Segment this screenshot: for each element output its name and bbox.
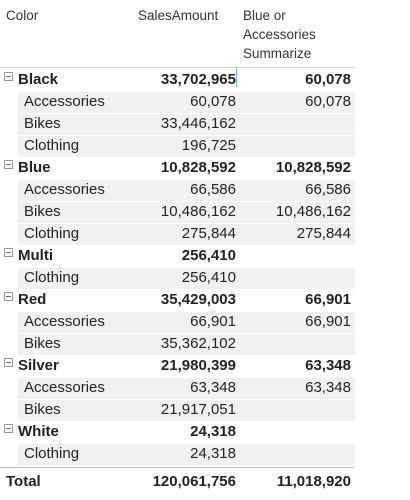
collapse-toggle[interactable]	[4, 248, 13, 257]
value-cell: 66,901	[305, 313, 351, 330]
row-background	[18, 400, 355, 421]
row-background	[18, 202, 355, 223]
row-label: Accessories	[24, 181, 105, 198]
collapse-toggle[interactable]	[4, 292, 13, 301]
column-header[interactable]: SalesAmount	[138, 8, 219, 23]
value-cell: 66,901	[305, 291, 351, 308]
value-cell: 60,078	[305, 93, 351, 110]
value-cell: 33,446,162	[160, 115, 236, 132]
value-cell: 63,348	[305, 357, 351, 374]
group-label: Black	[18, 71, 59, 88]
collapse-toggle[interactable]	[4, 358, 13, 367]
row-label: Accessories	[24, 93, 105, 110]
value-cell: 256,410	[181, 269, 236, 286]
value-cell: 10,486,162	[275, 203, 351, 220]
value-cell: 24,318	[190, 423, 236, 440]
collapse-toggle[interactable]	[4, 72, 13, 81]
row-background	[18, 224, 355, 245]
value-cell: 24,318	[190, 445, 236, 462]
value-cell: 60,078	[305, 71, 351, 88]
row-background	[18, 334, 355, 355]
value-cell: 21,980,399	[160, 357, 236, 374]
value-cell: 120,061,756	[152, 473, 236, 490]
row-label: Bikes	[24, 401, 61, 418]
row-label: Clothing	[24, 225, 80, 242]
value-cell: 10,828,592	[160, 159, 236, 176]
row-background	[18, 180, 355, 201]
row-background	[18, 114, 355, 135]
value-cell: 11,018,920	[276, 473, 351, 490]
collapse-toggle[interactable]	[4, 160, 13, 169]
group-label: Multi	[18, 247, 53, 264]
row-label: Bikes	[24, 115, 61, 132]
row-label: Clothing	[24, 269, 80, 286]
row-background	[18, 92, 355, 113]
row-background	[18, 268, 355, 289]
group-label: Blue	[18, 159, 51, 176]
value-cell: 256,410	[181, 247, 236, 264]
value-cell: 66,586	[190, 181, 236, 198]
value-cell: 66,901	[190, 313, 236, 330]
value-cell: 35,362,102	[160, 335, 236, 352]
row-label: Accessories	[24, 313, 105, 330]
value-cell: 66,586	[305, 181, 351, 198]
collapse-toggle[interactable]	[4, 424, 13, 433]
value-cell: 33,702,965	[160, 71, 236, 88]
row-label: Bikes	[24, 335, 61, 352]
column-divider	[236, 67, 237, 87]
group-label: White	[18, 423, 59, 440]
value-cell: 60,078	[190, 93, 236, 110]
column-header[interactable]: Blue or Accessories Summarize	[243, 8, 316, 61]
value-cell: 35,429,003	[160, 291, 236, 308]
total-label: Total	[6, 473, 41, 490]
total-rule	[0, 467, 355, 468]
value-cell: 63,348	[190, 379, 236, 396]
value-cell: 275,844	[181, 225, 236, 242]
row-background	[18, 378, 355, 399]
row-background	[18, 312, 355, 333]
row-label: Accessories	[24, 379, 105, 396]
row-label: Clothing	[24, 445, 80, 462]
value-cell: 63,348	[305, 379, 351, 396]
value-cell: 10,486,162	[160, 203, 236, 220]
group-label: Silver	[18, 357, 59, 374]
value-cell: 196,725	[181, 137, 236, 154]
value-cell: 10,828,592	[275, 159, 351, 176]
group-label: Red	[18, 291, 47, 308]
value-cell: 21,917,051	[160, 401, 236, 418]
column-header[interactable]: Color	[6, 8, 39, 23]
row-label: Bikes	[24, 203, 61, 220]
value-cell: 275,844	[296, 225, 351, 242]
row-background	[18, 444, 355, 465]
header-rule	[0, 67, 355, 68]
row-label: Clothing	[24, 137, 80, 154]
row-background	[18, 136, 355, 157]
